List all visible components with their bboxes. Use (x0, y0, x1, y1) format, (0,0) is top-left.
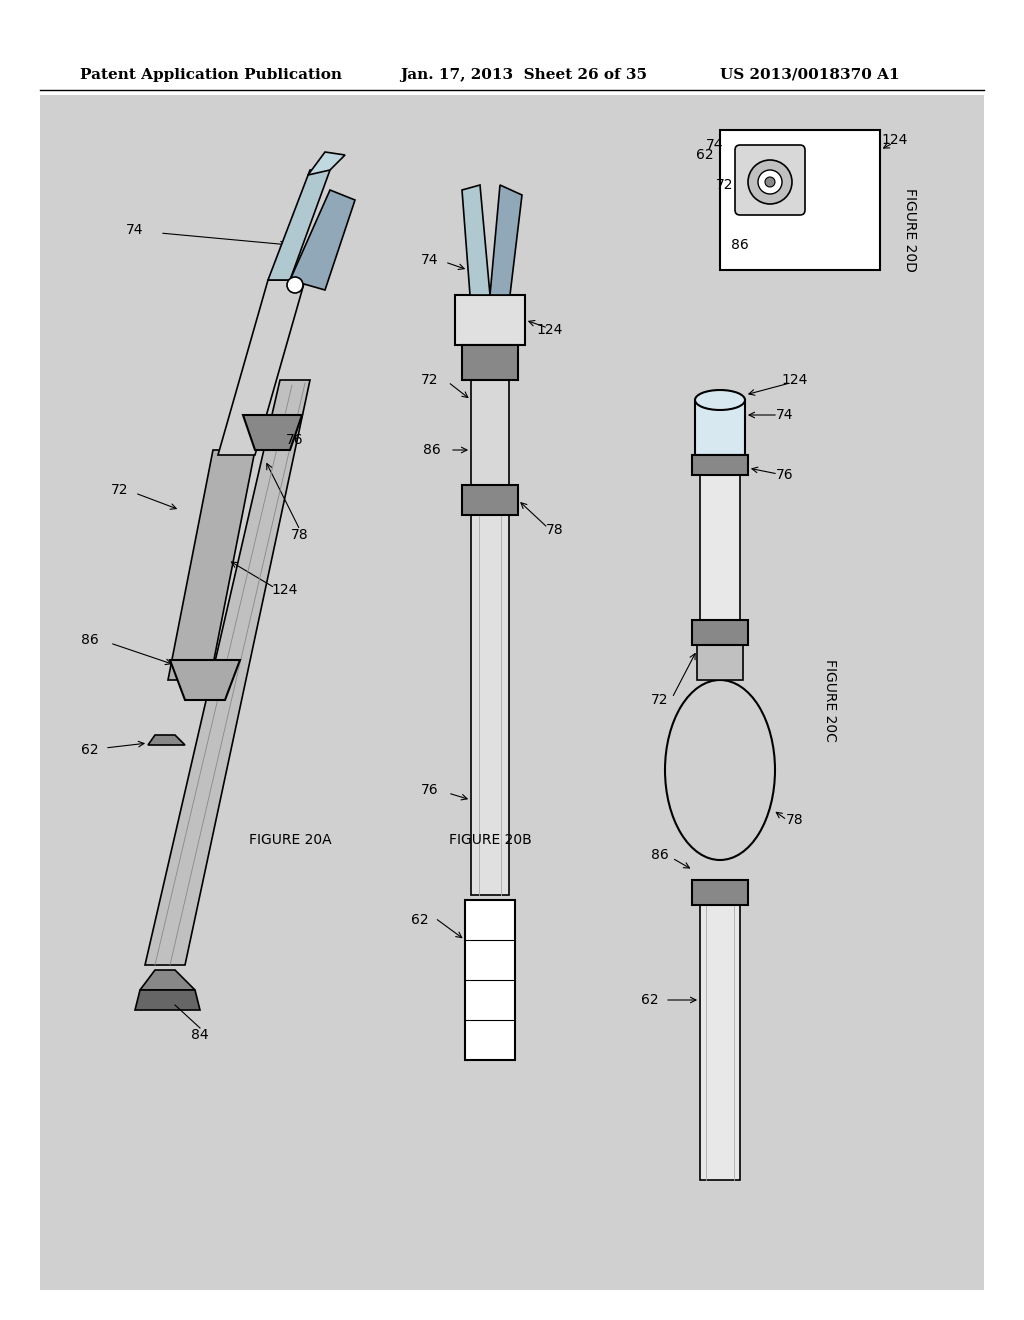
Text: 76: 76 (776, 469, 794, 482)
Text: 78: 78 (291, 528, 309, 543)
Text: 62: 62 (412, 913, 429, 927)
Text: 72: 72 (112, 483, 129, 498)
Ellipse shape (695, 389, 745, 411)
Polygon shape (145, 380, 310, 965)
Text: 62: 62 (81, 743, 98, 756)
Polygon shape (218, 280, 305, 455)
Text: 86: 86 (423, 444, 441, 457)
Text: 84: 84 (191, 1028, 209, 1041)
Text: 72: 72 (651, 693, 669, 708)
Polygon shape (462, 185, 490, 294)
Text: US 2013/0018370 A1: US 2013/0018370 A1 (720, 69, 900, 82)
Text: 72: 72 (421, 374, 438, 387)
Bar (462, 345, 518, 380)
Text: 62: 62 (641, 993, 658, 1007)
Bar (692, 880, 748, 906)
Bar (720, 129, 880, 271)
Text: 76: 76 (421, 783, 439, 797)
Bar (455, 294, 525, 345)
Bar (465, 900, 515, 1060)
Text: 74: 74 (707, 139, 724, 152)
Text: 76: 76 (286, 433, 304, 447)
Text: 78: 78 (546, 523, 564, 537)
Polygon shape (243, 414, 302, 450)
Text: FIGURE 20D: FIGURE 20D (903, 187, 918, 272)
FancyBboxPatch shape (735, 145, 805, 215)
Bar (700, 470, 740, 620)
Bar (697, 640, 743, 680)
Bar (695, 400, 745, 455)
Text: FIGURE 20A: FIGURE 20A (249, 833, 332, 847)
Bar (471, 500, 509, 895)
Text: 86: 86 (651, 847, 669, 862)
Text: FIGURE 20B: FIGURE 20B (449, 833, 531, 847)
Polygon shape (168, 450, 255, 680)
Text: 78: 78 (786, 813, 804, 828)
Circle shape (748, 160, 792, 205)
Text: 62: 62 (696, 148, 714, 162)
Polygon shape (140, 970, 195, 990)
Text: 124: 124 (271, 583, 298, 597)
Polygon shape (308, 152, 345, 176)
Bar (700, 900, 740, 1180)
Text: 124: 124 (882, 133, 908, 147)
Bar (471, 380, 509, 484)
Circle shape (765, 177, 775, 187)
Text: Patent Application Publication: Patent Application Publication (80, 69, 342, 82)
Polygon shape (135, 990, 200, 1010)
Polygon shape (170, 660, 240, 700)
Text: 86: 86 (81, 634, 99, 647)
Polygon shape (290, 190, 355, 290)
Bar (692, 620, 748, 645)
Text: 74: 74 (776, 408, 794, 422)
FancyBboxPatch shape (40, 95, 984, 1290)
Circle shape (758, 170, 782, 194)
Text: 74: 74 (126, 223, 143, 238)
Polygon shape (490, 185, 522, 294)
Circle shape (287, 277, 303, 293)
Polygon shape (148, 735, 185, 744)
Text: 72: 72 (716, 178, 734, 191)
Text: FIGURE 20C: FIGURE 20C (823, 659, 837, 742)
Bar (692, 455, 748, 475)
Bar (462, 484, 518, 515)
Text: 124: 124 (781, 374, 808, 387)
Text: 74: 74 (421, 253, 438, 267)
Polygon shape (268, 170, 330, 280)
Text: 124: 124 (537, 323, 563, 337)
Text: Jan. 17, 2013  Sheet 26 of 35: Jan. 17, 2013 Sheet 26 of 35 (400, 69, 647, 82)
Text: 86: 86 (731, 238, 749, 252)
